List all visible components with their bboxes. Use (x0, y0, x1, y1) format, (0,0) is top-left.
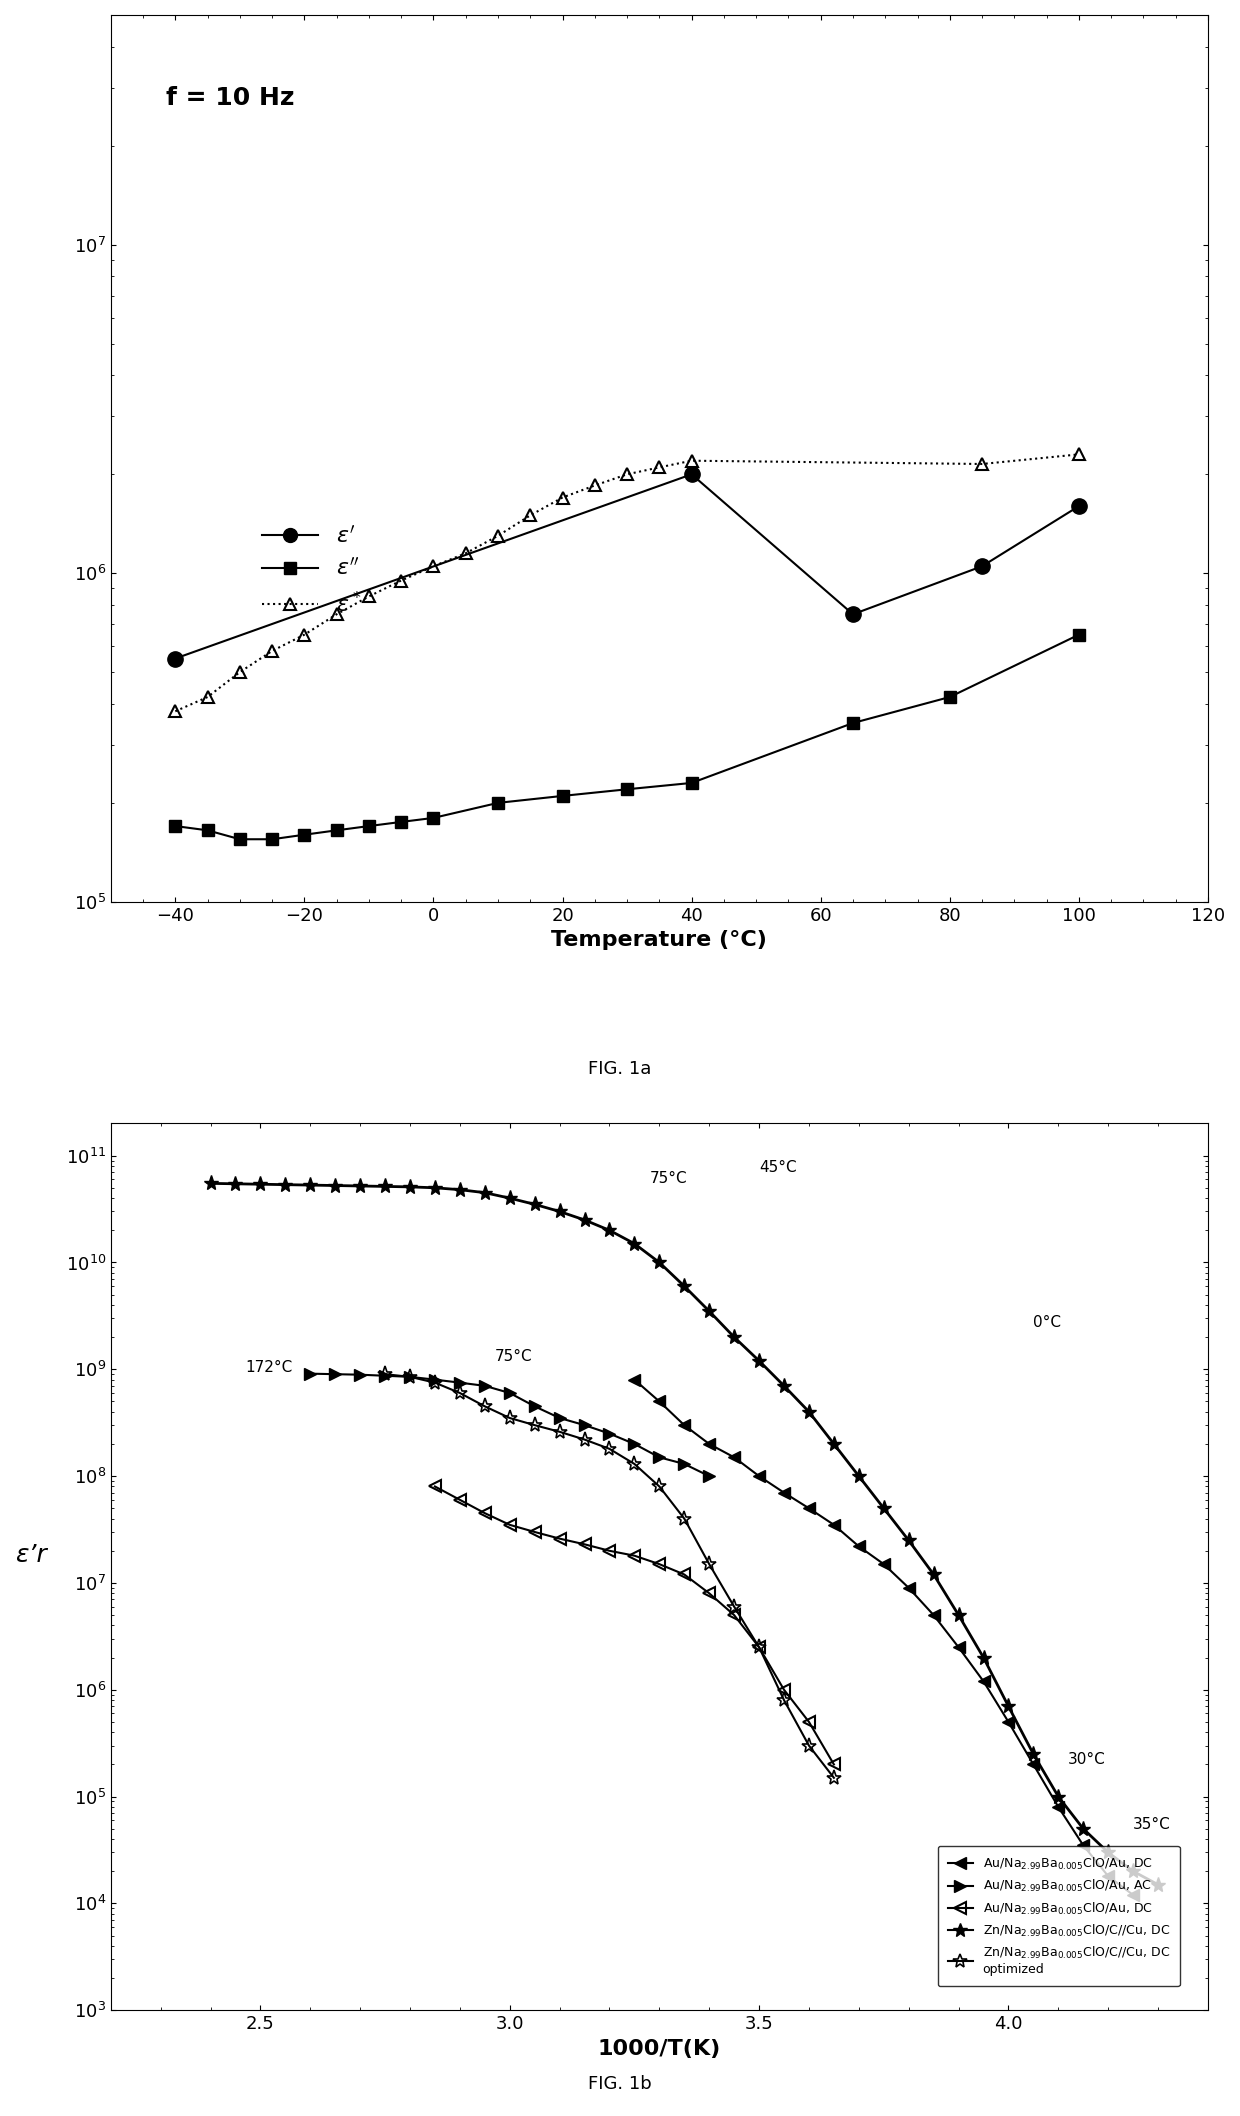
$\varepsilon^*$ (296, 622, 311, 647)
Line: $\varepsilon^*$: $\varepsilon^*$ (170, 449, 1085, 717)
$\varepsilon''$ (1071, 622, 1086, 647)
Y-axis label: ε’r: ε’r (15, 1543, 47, 1566)
$\varepsilon^*$ (523, 504, 538, 529)
$\varepsilon^*$ (588, 472, 603, 497)
$\varepsilon''$ (232, 827, 247, 853)
$\varepsilon^*$ (620, 461, 635, 487)
$\varepsilon^*$ (1071, 442, 1086, 468)
$\varepsilon'$ (975, 554, 990, 580)
$\varepsilon^*$ (459, 540, 474, 565)
$\varepsilon''$ (394, 808, 409, 834)
$\varepsilon''$ (556, 783, 570, 808)
$\varepsilon^*$ (362, 584, 377, 609)
$\varepsilon''$ (362, 813, 377, 838)
Line: $\varepsilon''$: $\varepsilon''$ (169, 628, 1085, 846)
$\varepsilon^*$ (491, 523, 506, 548)
$\varepsilon^*$ (652, 455, 667, 480)
$\varepsilon''$ (296, 821, 311, 846)
X-axis label: 1000/T(K): 1000/T(K) (598, 2038, 720, 2059)
$\varepsilon''$ (620, 777, 635, 802)
Text: 30°C: 30°C (1069, 1752, 1106, 1767)
$\varepsilon'$ (684, 461, 699, 487)
$\varepsilon^*$ (684, 449, 699, 474)
$\varepsilon^*$ (556, 485, 570, 510)
$\varepsilon^*$ (329, 601, 343, 626)
$\varepsilon''$ (329, 817, 343, 842)
$\varepsilon''$ (427, 806, 441, 832)
Text: 75°C: 75°C (495, 1348, 532, 1365)
Text: FIG. 1a: FIG. 1a (588, 1060, 652, 1077)
Text: 0°C: 0°C (1033, 1314, 1061, 1329)
$\varepsilon'$ (1071, 493, 1086, 518)
$\varepsilon^*$ (167, 698, 182, 724)
Legend: $\varepsilon'$, $\varepsilon''$, $\varepsilon^*$: $\varepsilon'$, $\varepsilon''$, $\varep… (253, 516, 370, 624)
Line: $\varepsilon'$: $\varepsilon'$ (167, 468, 1086, 667)
X-axis label: Temperature (°C): Temperature (°C) (552, 931, 768, 950)
Text: 45°C: 45°C (759, 1160, 797, 1174)
$\varepsilon'$ (167, 645, 182, 671)
$\varepsilon^*$ (427, 554, 441, 580)
$\varepsilon^*$ (200, 683, 215, 709)
Text: f = 10 Hz: f = 10 Hz (166, 87, 294, 110)
$\varepsilon''$ (200, 817, 215, 842)
Text: 172°C: 172°C (246, 1361, 293, 1375)
$\varepsilon''$ (491, 789, 506, 815)
Text: FIG. 1b: FIG. 1b (588, 2076, 652, 2093)
$\varepsilon''$ (846, 711, 861, 736)
$\varepsilon^*$ (394, 567, 409, 592)
Legend: Au/Na$_{2.99}$Ba$_{0.005}$ClO/Au, DC, Au/Na$_{2.99}$Ba$_{0.005}$ClO/Au, AC, Au/N: Au/Na$_{2.99}$Ba$_{0.005}$ClO/Au, DC, Au… (937, 1845, 1179, 1987)
Text: 75°C: 75°C (650, 1172, 687, 1187)
$\varepsilon'$ (846, 601, 861, 626)
$\varepsilon''$ (684, 770, 699, 796)
$\varepsilon^*$ (232, 660, 247, 686)
$\varepsilon''$ (942, 683, 957, 709)
$\varepsilon^*$ (264, 639, 279, 664)
$\varepsilon''$ (264, 827, 279, 853)
$\varepsilon^*$ (975, 451, 990, 476)
$\varepsilon''$ (167, 813, 182, 838)
Text: 35°C: 35°C (1133, 1818, 1171, 1832)
